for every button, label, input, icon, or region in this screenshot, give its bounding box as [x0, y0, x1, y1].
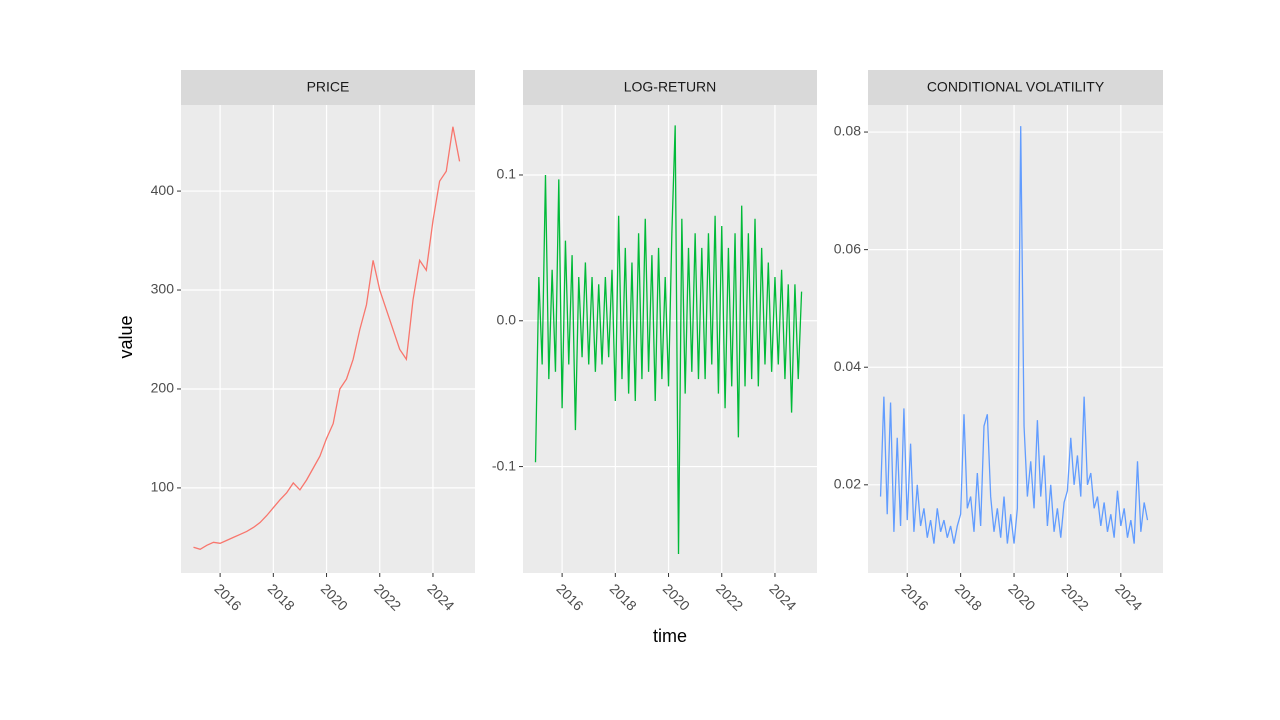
- x-tick-label: 2016: [553, 580, 586, 613]
- x-tick-label: 2020: [1005, 580, 1038, 613]
- panel-background: [181, 105, 475, 573]
- series-line: [879, 126, 1149, 544]
- y-tick-label: 300: [151, 281, 175, 297]
- strip: [868, 70, 1163, 105]
- series-line: [534, 125, 803, 555]
- x-axis-label: time: [653, 626, 687, 646]
- x-tick-label: 2022: [371, 580, 404, 613]
- y-tick-label: 400: [151, 182, 175, 198]
- x-tick-label: 2018: [265, 580, 298, 613]
- x-tick-label: 2016: [899, 580, 932, 613]
- strip: [181, 70, 475, 105]
- x-tick-label: 2018: [952, 580, 985, 613]
- x-tick-label: 2018: [607, 580, 640, 613]
- x-tick-label: 2024: [424, 580, 457, 613]
- series-line: [193, 126, 461, 550]
- strip: [523, 70, 817, 105]
- x-tick-label: 2022: [1059, 580, 1092, 613]
- y-tick-label: 0.1: [497, 166, 517, 182]
- y-tick-label: 0.06: [834, 240, 861, 256]
- x-tick-label: 2020: [660, 580, 693, 613]
- y-tick-label: 200: [151, 380, 175, 396]
- y-tick-label: 0.0: [497, 311, 517, 327]
- y-axis-label: value: [116, 315, 136, 358]
- x-tick-label: 2016: [211, 580, 244, 613]
- x-tick-label: 2024: [766, 580, 799, 613]
- x-tick-label: 2020: [318, 580, 351, 613]
- y-tick-label: 0.04: [834, 358, 861, 374]
- panel-title: PRICE: [307, 79, 350, 95]
- y-tick-label: 0.08: [834, 123, 861, 139]
- x-tick-label: 2024: [1112, 580, 1145, 613]
- panel-title: LOG-RETURN: [624, 79, 717, 95]
- x-tick-label: 2022: [713, 580, 746, 613]
- y-tick-label: 0.02: [834, 476, 861, 492]
- y-tick-label: 100: [151, 479, 175, 495]
- panel-title: CONDITIONAL VOLATILITY: [927, 79, 1105, 95]
- y-tick-label: -0.1: [492, 457, 516, 473]
